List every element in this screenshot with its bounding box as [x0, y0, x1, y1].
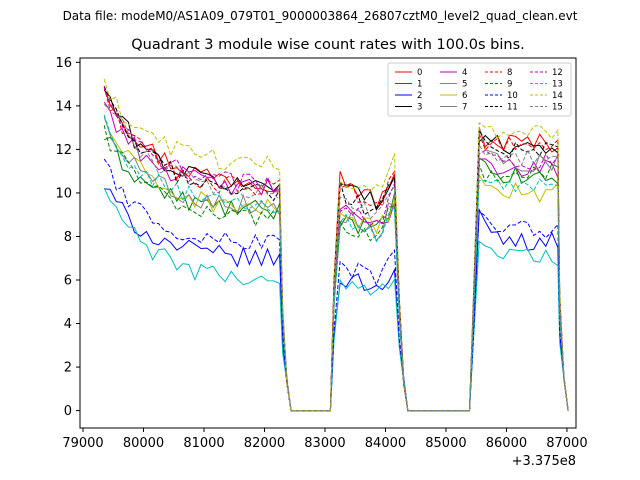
legend-label-15: 15 — [552, 103, 563, 113]
legend-label-4: 4 — [462, 68, 467, 78]
chart-title: Quadrant 3 module wise count rates with … — [131, 37, 525, 53]
legend-label-6: 6 — [462, 91, 467, 101]
y-tick-label: 8 — [64, 230, 72, 245]
x-axis: 79000 80000 81000 82000 83000 84000 85000 86000… — [62, 428, 588, 451]
legend-label-13: 13 — [552, 80, 563, 90]
series-line-10 — [103, 158, 569, 412]
x-offset-label: +3.375e8 — [512, 454, 576, 469]
x-tick-label: 84000 — [365, 436, 406, 451]
x-tick-label: 86000 — [486, 436, 527, 451]
x-tick-label: 82000 — [244, 436, 285, 451]
legend-box — [387, 62, 572, 117]
y-tick-label: 12 — [55, 143, 72, 158]
y-tick-label: 10 — [55, 186, 72, 201]
axes-frame — [79, 57, 577, 429]
legend-label-14: 14 — [552, 91, 563, 101]
series-line-14 — [103, 78, 569, 412]
y-tick-label: 4 — [64, 317, 72, 332]
x-tick-label: 83000 — [304, 436, 345, 451]
y-tick-label: 16 — [55, 56, 72, 71]
x-tick-label: 80000 — [123, 436, 164, 451]
series-line-15 — [103, 103, 569, 412]
legend-label-11: 11 — [507, 103, 518, 113]
legend-label-3: 3 — [417, 103, 422, 113]
legend-label-10: 10 — [507, 91, 518, 101]
y-axis: 0 2 4 6 8 10 12 14 16 — [55, 56, 80, 419]
legend-label-9: 9 — [507, 80, 512, 90]
plot-lines — [103, 78, 569, 412]
y-tick-label: 0 — [64, 404, 72, 419]
figure-suptitle: Data file: modeM0/AS1A09_079T01_90000038… — [63, 9, 578, 23]
x-tick-label: 87000 — [546, 436, 587, 451]
y-tick-label: 6 — [64, 274, 72, 289]
legend-label-2: 2 — [417, 91, 422, 101]
legend-label-7: 7 — [462, 103, 467, 113]
legend-label-5: 5 — [462, 80, 467, 90]
legend-label-0: 0 — [417, 68, 422, 78]
legend-label-1: 1 — [417, 80, 422, 90]
legend-label-12: 12 — [552, 68, 563, 78]
y-tick-label: 14 — [55, 99, 72, 114]
x-tick-label: 79000 — [62, 436, 103, 451]
legend-label-8: 8 — [507, 68, 512, 78]
x-tick-label: 85000 — [425, 436, 466, 451]
x-tick-label: 81000 — [183, 436, 224, 451]
y-tick-label: 2 — [64, 361, 72, 376]
